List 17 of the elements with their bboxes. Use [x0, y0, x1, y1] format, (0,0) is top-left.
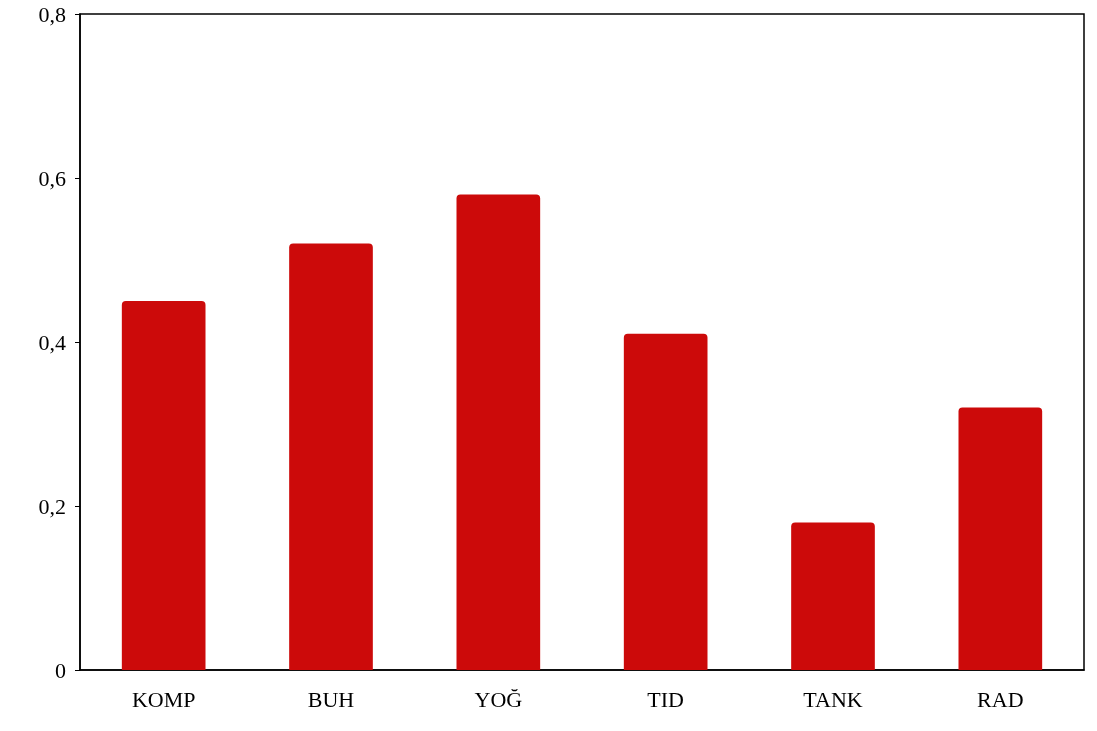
- bar: [289, 243, 373, 670]
- bar: [958, 407, 1043, 670]
- x-tick-label: TID: [647, 686, 684, 712]
- x-tick-label: BUH: [307, 686, 355, 712]
- bar: [791, 522, 875, 670]
- y-tick-label: 0,4: [38, 329, 66, 355]
- y-tick-label: 0: [55, 657, 66, 683]
- bar: [121, 301, 206, 670]
- bar: [456, 194, 541, 670]
- x-tick-label: YOĞ: [474, 686, 523, 712]
- x-tick-label: RAD: [977, 686, 1024, 712]
- x-tick-label: TANK: [803, 686, 863, 712]
- y-tick-label: 0,2: [38, 493, 66, 519]
- bar: [623, 333, 708, 670]
- y-tick-label: 0,6: [38, 165, 66, 191]
- x-tick-label: KOMP: [131, 686, 196, 712]
- y-tick-label: 0,8: [38, 1, 66, 27]
